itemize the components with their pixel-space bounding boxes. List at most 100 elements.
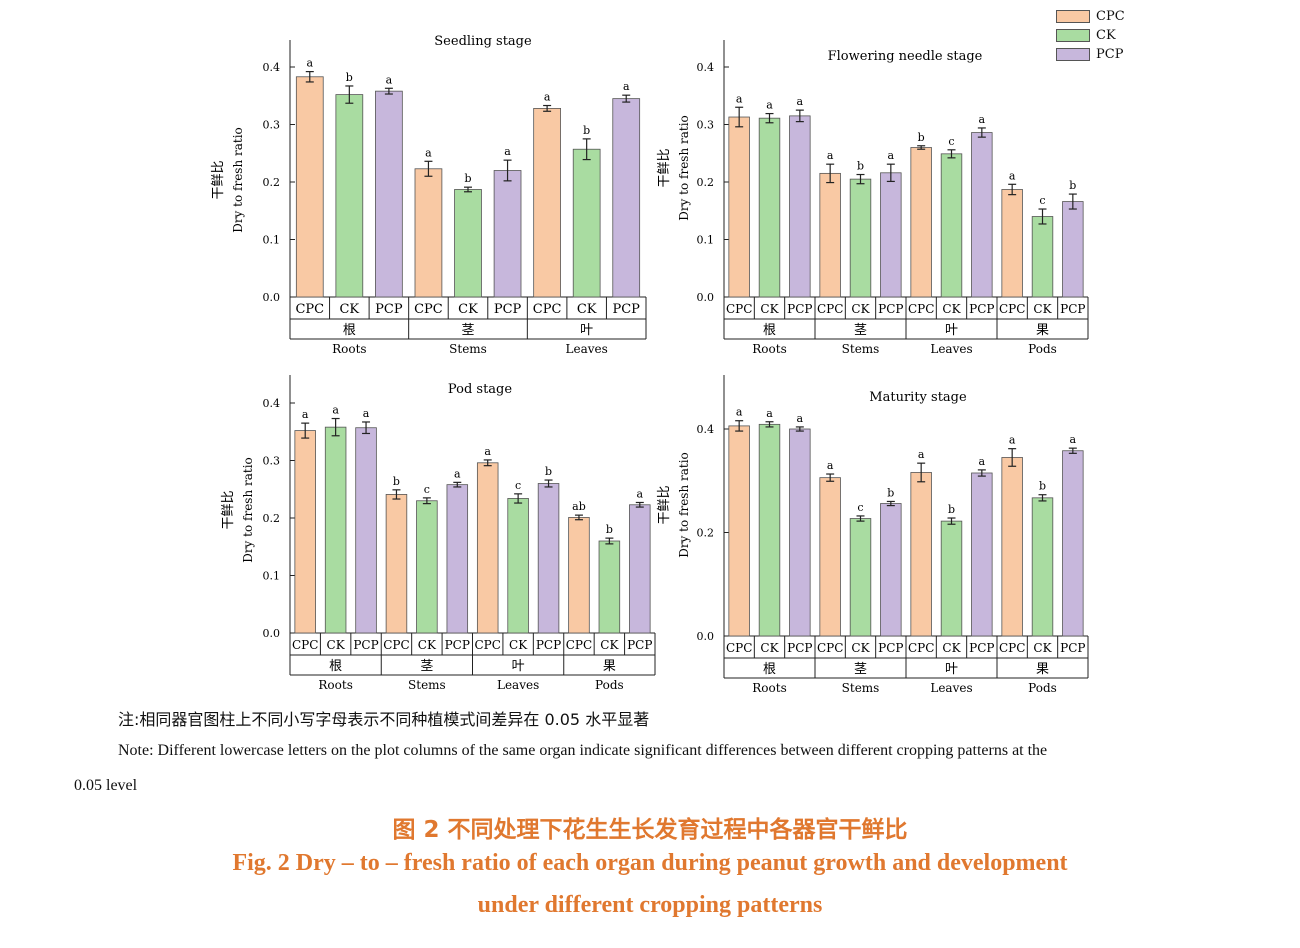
chart-4-bar-roots-ck	[758, 423, 781, 637]
chart-2-significance-letter: a	[1009, 169, 1016, 182]
chart-2-significance-letter: b	[857, 160, 864, 173]
chart-3-organ-label-cn: 果	[603, 659, 616, 674]
chart-3-significance-letter: a	[332, 404, 339, 417]
chart-4-treatment-label: CPC	[817, 641, 843, 655]
chart-4-bar-roots-pcp	[789, 428, 811, 637]
chart-1-y-label-cn: 干鲜比	[211, 160, 226, 199]
chart-4-organ-label: Leaves	[930, 681, 972, 695]
chart-3-bar-stems-cpc	[385, 494, 408, 634]
chart-2-treatment-label: CK	[851, 302, 870, 316]
chart-1-y-tick-label: 0.1	[263, 234, 281, 247]
chart-1-treatment-label: PCP	[494, 302, 522, 317]
legend-swatch-ck	[1056, 28, 1090, 42]
chart-3-organ-label: Roots	[318, 678, 352, 692]
note-chinese: 注:相同器官图柱上不同小写字母表示不同种植模式间差异在 0.05 水平显著	[118, 710, 650, 729]
chart-3-y-tick-label: 0.1	[263, 570, 281, 583]
chart-2-organ-label-cn: 叶	[945, 323, 958, 338]
chart-3-treatment-label: CPC	[292, 638, 318, 652]
figure-charts: Seedling stage 0.0 0.1 0.2 0.3 0.4 干鲜比 Dry to f…	[211, 34, 1089, 695]
chart-3-y-tick-label: 0.0	[263, 627, 281, 640]
chart-1-significance-letter: a	[386, 73, 393, 86]
chart-1-bar-stems-ck	[454, 189, 482, 298]
chart-2-treatment-label: PCP	[878, 302, 903, 316]
chart-1-treatment-label: CK	[339, 302, 359, 317]
chart-1-treatment-label: PCP	[612, 302, 640, 317]
chart-4-treatment-label: CK	[1033, 641, 1052, 655]
chart-1-y-tick-label: 0.3	[263, 119, 281, 132]
chart-2-y-tick-label: 0.2	[697, 176, 715, 189]
chart-3-organ-label: Stems	[408, 678, 446, 692]
chart-1-treatment-label: CPC	[295, 302, 324, 317]
chart-3-bar-pods-ck	[598, 540, 621, 634]
chart-2-treatment-label: CK	[942, 302, 961, 316]
chart-4-treatment-label: PCP	[787, 641, 812, 655]
chart-3-treatment-label: CK	[327, 638, 346, 652]
chart-3-significance-letter: a	[302, 408, 309, 421]
chart-2-organ-label-cn: 根	[763, 323, 776, 338]
chart-4-significance-letter: a	[979, 455, 986, 468]
chart-1-significance-letter: a	[623, 80, 630, 93]
chart-4-treatment-label: PCP	[878, 641, 903, 655]
chart-2-significance-letter: c	[948, 135, 954, 148]
chart-1-organ-label: Stems	[449, 342, 487, 356]
chart-4-treatment-label: PCP	[969, 641, 994, 655]
chart-1-significance-letter: a	[306, 57, 313, 70]
chart-4-bar-pods-cpc	[1001, 457, 1023, 637]
chart-2-y-tick-label: 0.3	[697, 119, 715, 132]
chart-1-bar-leaves-cpc	[533, 108, 561, 298]
chart-1-organ-label: Leaves	[566, 342, 608, 356]
chart-1-treatment-label: CPC	[414, 302, 443, 317]
chart-3-bar-roots-cpc	[294, 430, 316, 634]
chart-4-treatment-label: CPC	[908, 641, 934, 655]
chart-2-significance-letter: a	[797, 95, 804, 108]
chart-2-treatment-label: CPC	[817, 302, 843, 316]
chart-2-y-label: Dry to fresh ratio	[677, 115, 691, 221]
chart-2-bar-leaves-pcp	[971, 132, 993, 298]
chart-3-bar-pods-pcp	[629, 504, 651, 634]
chart-4-treatment-label: CPC	[999, 641, 1025, 655]
chart-3-treatment-label: PCP	[353, 638, 378, 652]
chart-3-bar-leaves-ck	[507, 498, 529, 634]
chart-4-bar-leaves-cpc	[910, 472, 932, 637]
chart-2-treatment-label: CPC	[908, 302, 934, 316]
chart-2-significance-letter: c	[1039, 194, 1045, 207]
legend-label-ck: CK	[1096, 27, 1116, 43]
chart-1-bar-roots-pcp	[375, 90, 403, 298]
chart-3-bar-stems-pcp	[446, 484, 469, 634]
chart-3-significance-letter: c	[424, 483, 430, 496]
chart-2-significance-letter: b	[918, 131, 925, 144]
chart-2-y-tick-label: 0.4	[697, 61, 715, 74]
chart-4-bar-pods-pcp	[1062, 450, 1084, 637]
chart-1-treatment-label: CPC	[533, 302, 562, 317]
chart-3-organ-label: Pods	[595, 678, 624, 692]
legend-item-ck: CK	[1056, 27, 1116, 43]
chart-4-significance-letter: a	[827, 459, 834, 472]
chart-4-bar-pods-ck	[1031, 497, 1054, 637]
chart-3-treatment-label: PCP	[536, 638, 561, 652]
chart-4-y-tick-label: 0.4	[697, 423, 715, 436]
chart-3-organ-label-cn: 茎	[420, 659, 433, 674]
chart-3-significance-letter: a	[484, 445, 491, 458]
chart-1-organ-label-cn: 根	[343, 323, 356, 338]
chart-4-organ-label-cn: 根	[763, 662, 776, 677]
chart-4-significance-letter: b	[887, 486, 894, 499]
chart-4-organ-label-cn: 茎	[854, 662, 867, 677]
chart-1-y-tick-label: 0.0	[263, 291, 281, 304]
chart-4-significance-letter: a	[766, 407, 773, 420]
chart-2-title: Flowering needle stage	[828, 49, 983, 64]
chart-1-organ-label: Roots	[332, 342, 366, 356]
chart-4-organ-label: Roots	[752, 681, 786, 695]
chart-3-bar-roots-ck	[324, 426, 347, 634]
chart-1-organ-label-cn: 茎	[461, 323, 474, 338]
chart-3-treatment-label: PCP	[445, 638, 470, 652]
chart-3-treatment-label: PCP	[627, 638, 652, 652]
chart-2-organ-label: Pods	[1028, 342, 1057, 356]
chart-4-significance-letter: a	[1009, 434, 1016, 447]
chart-2-treatment-label: PCP	[1060, 302, 1085, 316]
chart-1-significance-letter: b	[464, 172, 471, 185]
chart-4-treatment-label: CK	[851, 641, 870, 655]
chart-4-bar-roots-cpc	[728, 425, 750, 637]
chart-2-bar-roots-cpc	[728, 116, 750, 298]
chart-4-organ-label-cn: 果	[1036, 662, 1049, 677]
chart-4-bar-stems-pcp	[880, 503, 902, 637]
